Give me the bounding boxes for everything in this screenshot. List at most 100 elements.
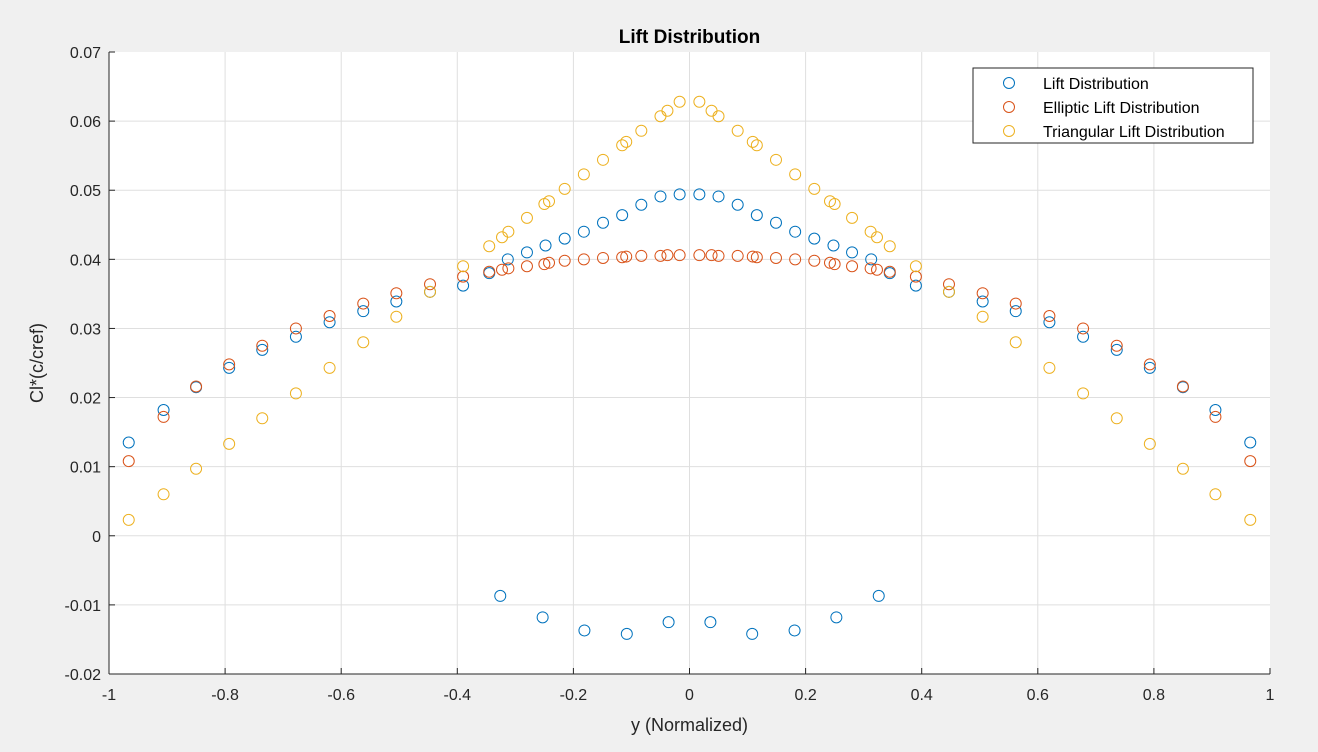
y-tick-label: 0.02: [70, 391, 101, 408]
point-elliptic-lift-distribution: [1009, 297, 1022, 310]
point-triangular-lift-distribution: [620, 135, 633, 148]
point-elliptic-lift-distribution: [693, 249, 706, 262]
point-triangular-lift-distribution: [323, 361, 336, 374]
point-lift-distribution: [577, 225, 590, 238]
point-lift-distribution: [872, 589, 885, 602]
point-triangular-lift-distribution: [483, 240, 496, 253]
point-lift-distribution: [788, 624, 801, 637]
x-tick-label: -1: [102, 687, 116, 704]
point-elliptic-lift-distribution: [846, 260, 859, 273]
point-triangular-lift-distribution: [871, 231, 884, 244]
point-lift-distribution: [289, 330, 302, 343]
point-triangular-lift-distribution: [909, 260, 922, 273]
point-triangular-lift-distribution: [577, 168, 590, 181]
legend-marker-lift-distribution: [1003, 77, 1015, 89]
point-lift-distribution: [539, 239, 552, 252]
point-triangular-lift-distribution: [731, 124, 744, 137]
point-elliptic-lift-distribution: [520, 260, 533, 273]
point-elliptic-lift-distribution: [538, 258, 551, 271]
point-triangular-lift-distribution: [424, 285, 437, 298]
point-triangular-lift-distribution: [289, 387, 302, 400]
point-lift-distribution: [746, 627, 759, 640]
point-elliptic-lift-distribution: [558, 254, 571, 267]
y-tick-label: 0.04: [70, 252, 101, 269]
point-elliptic-lift-distribution: [883, 265, 896, 278]
point-elliptic-lift-distribution: [357, 297, 370, 310]
point-triangular-lift-distribution: [746, 135, 759, 148]
point-elliptic-lift-distribution: [1143, 358, 1156, 371]
point-elliptic-lift-distribution: [731, 249, 744, 262]
point-elliptic-lift-distribution: [256, 339, 269, 352]
y-tick-label: 0.05: [70, 183, 101, 200]
point-elliptic-lift-distribution: [823, 256, 836, 269]
legend[interactable]: Lift Distribution Elliptic Lift Distribut…: [972, 67, 1254, 144]
point-elliptic-lift-distribution: [705, 249, 718, 262]
point-lift-distribution: [704, 616, 717, 629]
point-lift-distribution: [457, 279, 470, 292]
point-lift-distribution: [323, 316, 336, 329]
point-triangular-lift-distribution: [942, 285, 955, 298]
point-lift-distribution: [693, 188, 706, 201]
point-triangular-lift-distribution: [122, 513, 135, 526]
point-triangular-lift-distribution: [1043, 361, 1056, 374]
y-tick-label: 0: [92, 529, 101, 546]
legend-label-elliptic-lift-distribution: Elliptic Lift Distribution: [1043, 100, 1200, 117]
point-lift-distribution: [827, 239, 840, 252]
point-triangular-lift-distribution: [750, 139, 763, 152]
point-lift-distribution: [1209, 403, 1222, 416]
point-elliptic-lift-distribution: [673, 249, 686, 262]
point-elliptic-lift-distribution: [789, 253, 802, 266]
point-elliptic-lift-distribution: [769, 251, 782, 264]
point-lift-distribution: [846, 246, 859, 259]
point-lift-distribution: [616, 209, 629, 222]
point-elliptic-lift-distribution: [1043, 310, 1056, 323]
point-triangular-lift-distribution: [157, 488, 170, 501]
point-elliptic-lift-distribution: [1110, 339, 1123, 352]
x-tick-label: -0.6: [327, 687, 355, 704]
point-lift-distribution: [830, 611, 843, 624]
point-triangular-lift-distribution: [1176, 462, 1189, 475]
point-lift-distribution: [654, 190, 667, 203]
point-triangular-lift-distribution: [1077, 387, 1090, 400]
point-triangular-lift-distribution: [597, 153, 610, 166]
point-triangular-lift-distribution: [558, 182, 571, 195]
point-elliptic-lift-distribution: [457, 270, 470, 283]
point-lift-distribution: [673, 188, 686, 201]
point-elliptic-lift-distribution: [122, 455, 135, 468]
point-lift-distribution: [223, 361, 236, 374]
point-triangular-lift-distribution: [828, 198, 841, 211]
y-tick-label: 0.03: [70, 321, 101, 338]
point-triangular-lift-distribution: [616, 139, 629, 152]
x-axis-title: y (Normalized): [631, 715, 748, 735]
point-triangular-lift-distribution: [223, 437, 236, 450]
x-tick-label: 0.6: [1027, 687, 1049, 704]
point-lift-distribution: [157, 403, 170, 416]
point-lift-distribution: [578, 624, 591, 637]
point-lift-distribution: [662, 616, 675, 629]
legend-marker-elliptic-lift-distribution: [1003, 101, 1015, 113]
point-lift-distribution: [536, 611, 549, 624]
point-elliptic-lift-distribution: [750, 251, 763, 264]
legend-label-triangular-lift-distribution: Triangular Lift Distribution: [1043, 124, 1225, 141]
x-tick-label: 1: [1266, 687, 1275, 704]
point-triangular-lift-distribution: [190, 462, 203, 475]
chart-title: Lift Distribution: [619, 27, 760, 48]
point-elliptic-lift-distribution: [661, 249, 674, 262]
point-elliptic-lift-distribution: [157, 410, 170, 423]
point-lift-distribution: [909, 279, 922, 292]
point-triangular-lift-distribution: [808, 182, 821, 195]
point-lift-distribution: [731, 198, 744, 211]
point-lift-distribution: [1244, 436, 1257, 449]
x-tick-label: 0: [685, 687, 694, 704]
legend-marker-triangular-lift-distribution: [1003, 125, 1015, 137]
point-triangular-lift-distribution: [502, 225, 515, 238]
y-tick-label: 0.01: [70, 460, 101, 477]
point-lift-distribution: [597, 216, 610, 229]
point-elliptic-lift-distribution: [746, 250, 759, 263]
point-elliptic-lift-distribution: [942, 278, 955, 291]
point-lift-distribution: [357, 305, 370, 318]
point-elliptic-lift-distribution: [808, 254, 821, 267]
point-elliptic-lift-distribution: [616, 251, 629, 264]
point-triangular-lift-distribution: [846, 211, 859, 224]
point-elliptic-lift-distribution: [424, 278, 437, 291]
